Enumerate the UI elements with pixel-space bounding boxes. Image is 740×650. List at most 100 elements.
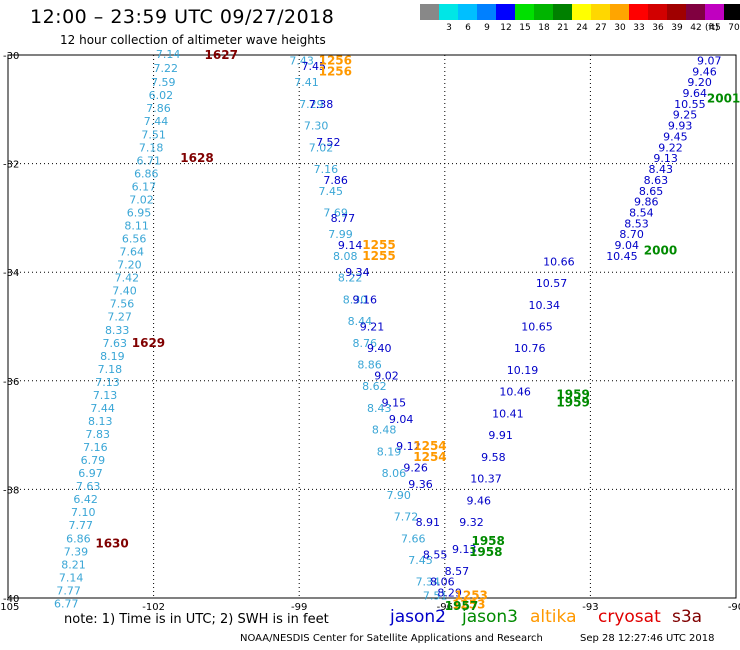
page-title: 12:00 – 23:59 UTC 09/27/2018 (30, 6, 335, 28)
wave-height-value: 6.79 (81, 454, 106, 467)
pass-time-label: 1255 (362, 238, 395, 252)
lat-tick-label: -34 (3, 268, 19, 279)
wave-height-value: 9.26 (403, 462, 428, 475)
pass-time-label: 1959 (556, 396, 589, 410)
wave-height-value: 7.51 (141, 128, 166, 141)
scale-label: 18 (538, 23, 550, 33)
wave-height-value: 8.63 (644, 174, 669, 187)
wave-height-value: 7.44 (90, 402, 115, 415)
scale-label: 36 (652, 23, 664, 33)
wave-height-value: 7.30 (304, 120, 329, 133)
wave-height-value: 10.41 (492, 407, 524, 420)
wave-height-value: 6.97 (78, 467, 103, 480)
wave-height-value: 7.16 (314, 163, 339, 176)
wave-height-value: 7.90 (386, 489, 411, 502)
scale-label: 6 (465, 23, 471, 33)
wave-height-value: 6.95 (127, 206, 152, 219)
wave-height-value: 10.66 (543, 255, 575, 268)
wave-height-value: 8.19 (377, 445, 402, 458)
wave-height-value: 7.18 (98, 363, 123, 376)
legend-cryosat: cryosat (598, 607, 661, 627)
wave-height-value: 7.29 (299, 98, 324, 111)
wave-height-value: 10.65 (521, 321, 553, 334)
wave-height-value: 6.77 (54, 597, 79, 610)
wave-height-value: 8.70 (619, 228, 644, 241)
scale-label: 42 (690, 23, 702, 33)
scale-label: 30 (614, 23, 626, 33)
wave-height-value: 8.44 (348, 315, 373, 328)
wave-height-value: 9.36 (408, 478, 433, 491)
wave-height-value: 7.77 (69, 519, 94, 532)
wave-height-value: 10.34 (529, 299, 561, 312)
page-subtitle: 12 hour collection of altimeter wave hei… (60, 33, 326, 47)
scale-unit: (ft) (705, 23, 719, 33)
wave-height-value: 7.42 (115, 272, 140, 285)
scale-swatch (686, 4, 705, 20)
wave-height-value: 7.52 (316, 136, 341, 149)
pass-time-label: 1628 (180, 151, 213, 165)
wave-height-value: 8.65 (639, 185, 664, 198)
wave-height-value: 9.14 (338, 239, 363, 252)
credit-line: NOAA/NESDIS Center for Satellite Applica… (240, 633, 543, 644)
scale-swatch (534, 4, 553, 20)
wave-height-value: 7.22 (153, 62, 178, 75)
wave-height-value: 7.45 (318, 185, 343, 198)
scale-swatch (572, 4, 591, 20)
legend-altika: altika (530, 607, 577, 627)
wave-height-value: 9.58 (481, 451, 506, 464)
wave-height-value: 7.16 (83, 441, 108, 454)
wave-height-value: 9.40 (367, 342, 392, 355)
scale-swatch (420, 4, 439, 20)
lat-tick-label: -40 (3, 594, 19, 605)
wave-height-value: 7.86 (146, 102, 171, 115)
wave-height-value: 7.02 (309, 141, 334, 154)
pass-time-label: 1627 (205, 48, 238, 62)
wave-height-value: 7.64 (120, 246, 145, 259)
footer-note: note: 1) Time is in UTC; 2) SWH is in fe… (64, 612, 329, 627)
wave-height-value: 8.29 (437, 587, 462, 600)
wave-height-value: 8.86 (357, 359, 382, 372)
scale-label: 3 (446, 23, 452, 33)
wave-height-value: 7.13 (93, 389, 118, 402)
wave-height-value: 7.10 (71, 506, 96, 519)
wave-height-value: 7.20 (117, 259, 142, 272)
wave-height-value: 7.56 (110, 298, 135, 311)
wave-height-value: 9.45 (663, 130, 688, 143)
wave-height-value: 10.57 (536, 277, 568, 290)
scale-label: 27 (595, 23, 607, 33)
map-frame (7, 54, 737, 599)
scale-swatch (477, 4, 496, 20)
pass-time-label: 1256 (319, 53, 352, 67)
timestamp: Sep 28 12:27:46 UTC 2018 (580, 633, 715, 644)
wave-height-value: 7.41 (294, 76, 319, 89)
wave-height-value: 7.14 (156, 48, 181, 61)
wave-height-value: 9.86 (634, 196, 659, 209)
scale-swatch (724, 4, 740, 20)
wave-height-value: 9.04 (615, 239, 640, 252)
wave-height-value: 9.64 (682, 87, 707, 100)
wave-height-value: 7.63 (76, 480, 101, 493)
wave-height-value: 8.08 (333, 250, 358, 263)
wave-height-value: 6.56 (122, 233, 147, 246)
wave-height-value: 7.72 (394, 511, 419, 524)
lat-tick-label: -32 (3, 160, 19, 171)
scale-swatch (610, 4, 629, 20)
legend-jason2: jason2 (390, 607, 446, 627)
scale-swatch (591, 4, 610, 20)
wave-height-value: 10.19 (507, 364, 539, 377)
wave-height-value: 7.45 (302, 60, 327, 73)
wave-height-value: 9.20 (687, 76, 712, 89)
lon-tick-label: -90 (728, 602, 740, 613)
scale-swatch (648, 4, 667, 20)
wave-height-value: 10.76 (514, 342, 546, 355)
scale-swatch (667, 4, 686, 20)
wave-height-value: 7.14 (59, 571, 84, 584)
pass-time-label: 1256 (319, 64, 352, 78)
wave-height-value: 8.33 (105, 324, 130, 337)
wave-height-value: 9.13 (452, 543, 477, 556)
scale-label: 39 (671, 23, 683, 33)
wave-height-value: 7.02 (129, 193, 154, 206)
wave-height-value: 9.22 (658, 141, 683, 154)
wave-height-value: 9.07 (697, 54, 722, 67)
